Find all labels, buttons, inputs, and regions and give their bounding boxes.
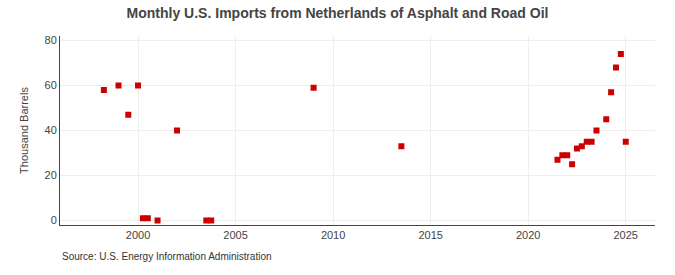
svg-text:2020: 2020 <box>516 229 540 241</box>
svg-text:2000: 2000 <box>126 229 150 241</box>
svg-text:20: 20 <box>45 169 57 181</box>
svg-text:0: 0 <box>51 214 57 226</box>
svg-text:2025: 2025 <box>613 229 637 241</box>
svg-text:Thousand Barrels: Thousand Barrels <box>18 87 30 174</box>
svg-text:2015: 2015 <box>418 229 442 241</box>
svg-text:80: 80 <box>45 34 57 46</box>
svg-text:Monthly U.S. Imports from Neth: Monthly U.S. Imports from Netherlands of… <box>127 5 549 21</box>
svg-text:60: 60 <box>45 79 57 91</box>
svg-text:Source: U.S. Energy Informatio: Source: U.S. Energy Information Administ… <box>62 251 272 262</box>
svg-text:2005: 2005 <box>223 229 247 241</box>
svg-text:2010: 2010 <box>321 229 345 241</box>
svg-text:40: 40 <box>45 124 57 136</box>
